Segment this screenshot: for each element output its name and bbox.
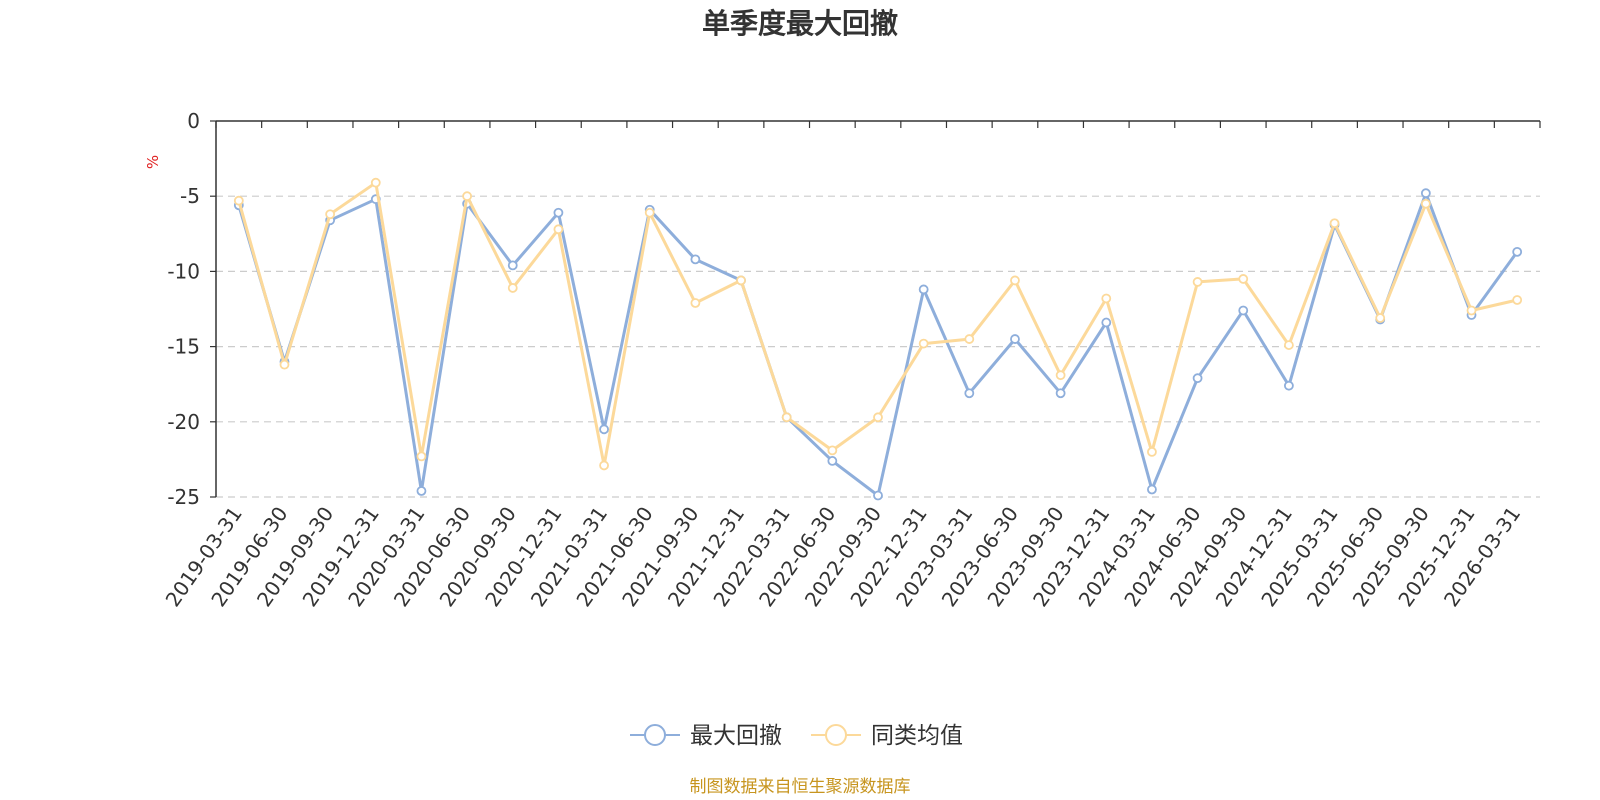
data-point [736, 275, 746, 286]
data-point [964, 334, 975, 344]
legend-label: 同类均值 [871, 723, 963, 749]
data-point [1420, 188, 1431, 199]
chart-title: 单季度最大回撤 [702, 7, 898, 40]
data-point [873, 490, 883, 501]
data-point [553, 207, 564, 218]
data-point [325, 209, 336, 220]
data-point [1101, 317, 1112, 328]
data-point [827, 456, 838, 466]
data-point [1283, 380, 1294, 391]
data-point [1192, 277, 1203, 287]
data-point [599, 424, 609, 435]
y-tick-label: -25 [167, 485, 200, 509]
data-point [1375, 313, 1386, 323]
data-point [462, 191, 473, 202]
data-point [233, 195, 244, 206]
data-point [416, 451, 427, 462]
series-line [237, 191, 1519, 497]
data-point [781, 412, 792, 423]
data-point [1147, 484, 1157, 495]
legend-item-1[interactable]: 最大回撤 [630, 723, 782, 749]
data-point [416, 486, 427, 496]
data-point [507, 260, 518, 271]
data-point [690, 254, 701, 265]
legend-item-2[interactable]: 同类均值 [811, 723, 963, 749]
data-point [1010, 334, 1020, 344]
data-point [1238, 274, 1249, 284]
series-2 [233, 177, 1523, 471]
data-point [1055, 370, 1066, 381]
y-tick-label: -15 [167, 335, 200, 359]
data-point [279, 359, 290, 370]
data-point [1055, 388, 1066, 399]
data-point [918, 284, 929, 295]
legend-label: 最大回撤 [690, 723, 782, 749]
data-point [1329, 218, 1340, 229]
y-tick-label: -20 [167, 410, 200, 434]
data-point [1010, 275, 1020, 286]
y-tick-label: -10 [167, 259, 200, 283]
data-point [1192, 373, 1203, 384]
series-line [237, 181, 1518, 467]
data-point [599, 460, 609, 471]
y-axis-unit: % [144, 155, 162, 169]
data-point [827, 445, 838, 456]
data-point [370, 177, 381, 188]
y-tick-label: 0 [187, 109, 200, 133]
legend[interactable]: 最大回撤 同类均值 [630, 723, 963, 749]
legend-swatch-marker [644, 724, 666, 746]
data-point [1512, 246, 1523, 257]
data-point [1238, 305, 1249, 316]
axes: 0-5-10-15-20-252019-03-312019-06-302019-… [161, 109, 1541, 611]
data-point [873, 412, 883, 423]
data-point [1283, 340, 1294, 350]
y-tick-label: -5 [180, 184, 200, 208]
data-point [964, 388, 975, 399]
data-point [1147, 446, 1157, 457]
data-point [1101, 293, 1112, 304]
data-point [1420, 198, 1431, 209]
data-source-footer: 制图数据来自恒生聚源数据库 [690, 777, 911, 797]
data-point [644, 207, 655, 218]
data-point [1512, 295, 1523, 305]
series-layer [233, 177, 1523, 501]
data-point [553, 224, 564, 235]
legend-swatch-marker [825, 724, 847, 746]
data-point [507, 283, 518, 293]
data-point [690, 298, 701, 308]
data-point [1466, 305, 1477, 316]
series-1 [233, 188, 1523, 501]
data-point [918, 338, 929, 349]
